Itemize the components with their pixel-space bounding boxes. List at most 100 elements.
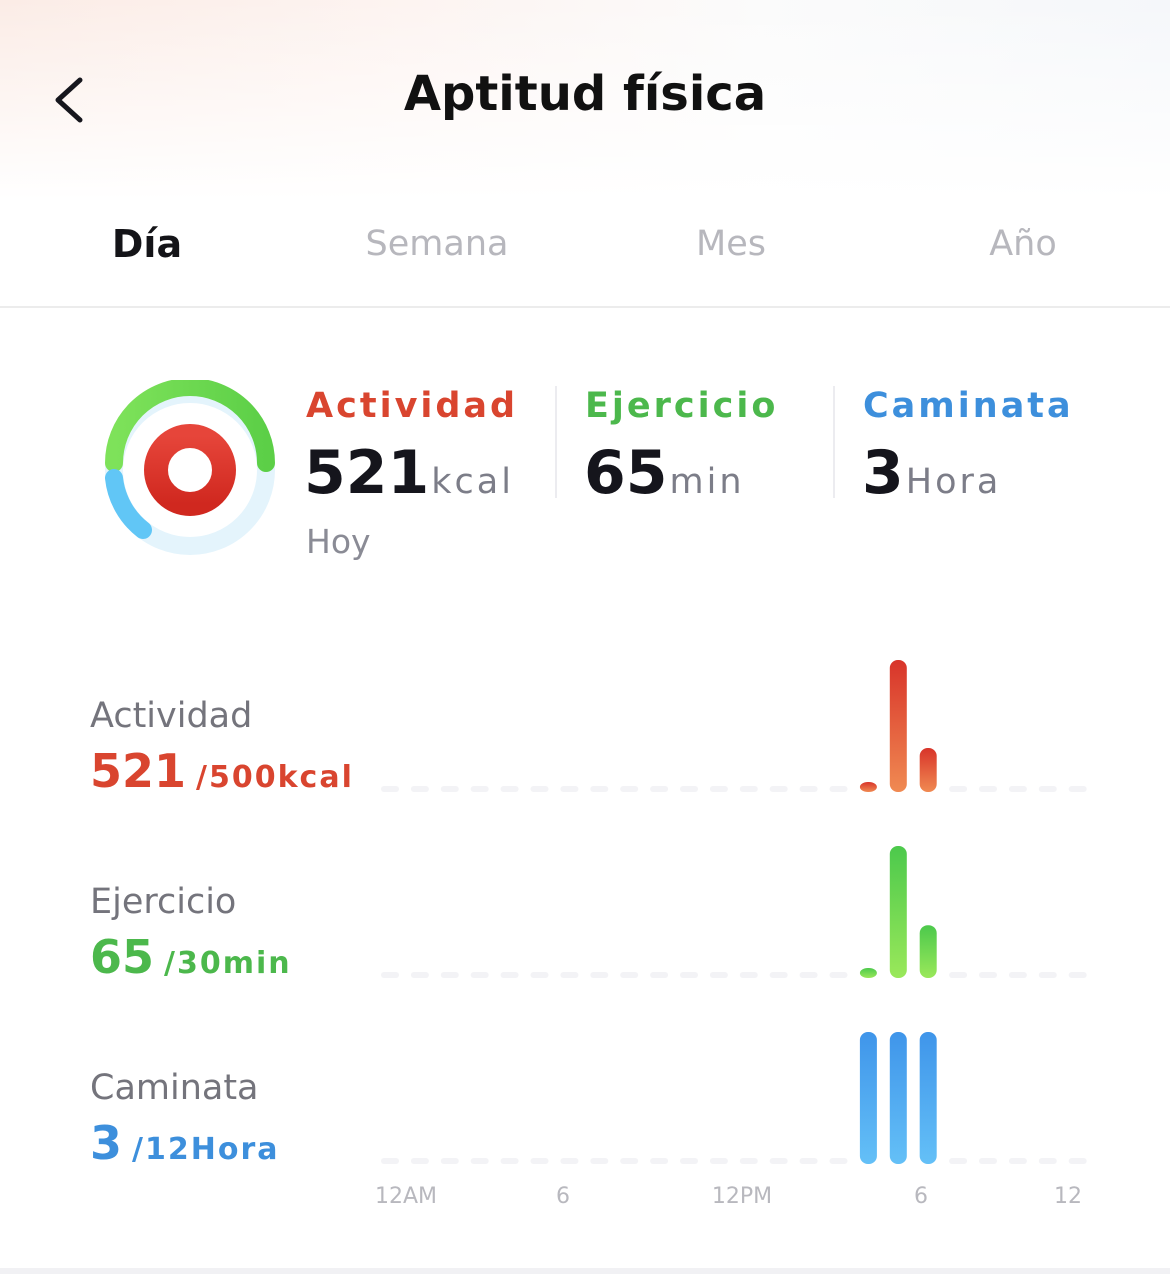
chart-empty-slot bbox=[979, 1158, 997, 1164]
chart-empty-slot bbox=[500, 1158, 519, 1164]
chart-bar bbox=[889, 1032, 907, 1164]
chart-empty-slot bbox=[410, 786, 429, 792]
x-tick-label: 12 bbox=[1054, 1184, 1082, 1209]
chart-empty-slot bbox=[500, 972, 519, 978]
activity-rings-icon bbox=[100, 378, 280, 560]
chart-empty-slot bbox=[620, 972, 639, 978]
chart-empty-slot bbox=[709, 1158, 728, 1164]
walk-row-number: 3 bbox=[90, 1116, 123, 1170]
chart-empty-slot bbox=[949, 1158, 968, 1164]
walk-number: 3 bbox=[862, 438, 904, 508]
walk-hourly-chart bbox=[381, 1032, 1087, 1164]
tab-day[interactable]: Día bbox=[111, 222, 183, 266]
chart-bar bbox=[919, 1032, 937, 1164]
chevron-left-icon bbox=[55, 77, 83, 123]
chart-empty-slot bbox=[1008, 786, 1027, 792]
exercise-row-value: 65/30min bbox=[90, 930, 292, 984]
chart-empty-slot bbox=[381, 1158, 399, 1164]
chart-empty-slot bbox=[530, 1158, 549, 1164]
chart-empty-slot bbox=[739, 786, 758, 792]
chart-empty-slot bbox=[470, 972, 489, 978]
chart-empty-slot bbox=[680, 1158, 698, 1164]
chart-empty-slot bbox=[739, 972, 758, 978]
chart-bar bbox=[859, 968, 877, 978]
chart-empty-slot bbox=[650, 786, 669, 792]
activity-hourly-chart bbox=[381, 660, 1087, 792]
chart-empty-slot bbox=[680, 972, 698, 978]
x-tick-label: 6 bbox=[914, 1184, 928, 1209]
chart-empty-slot bbox=[560, 972, 579, 978]
activity-row-goal: /500kcal bbox=[196, 760, 354, 795]
chart-empty-slot bbox=[799, 972, 818, 978]
chart-empty-slot bbox=[381, 972, 399, 978]
bottom-separator bbox=[0, 1268, 1170, 1274]
exercise-label: Ejercicio bbox=[585, 386, 779, 426]
chart-empty-slot bbox=[470, 786, 489, 792]
chart-empty-slot bbox=[1038, 972, 1057, 978]
chart-empty-slot bbox=[620, 1158, 639, 1164]
walk-unit: Hora bbox=[905, 462, 1002, 502]
chart-empty-slot bbox=[829, 786, 848, 792]
exercise-row-number: 65 bbox=[90, 930, 155, 984]
chart-empty-slot bbox=[530, 972, 549, 978]
x-tick-label: 12AM bbox=[374, 1184, 438, 1209]
x-tick-label: 12PM bbox=[711, 1184, 773, 1209]
chart-empty-slot bbox=[410, 972, 429, 978]
exercise-value: 65min bbox=[584, 438, 745, 508]
exercise-number: 65 bbox=[584, 438, 668, 508]
chart-bar bbox=[859, 1032, 877, 1164]
chart-empty-slot bbox=[709, 972, 728, 978]
chart-bar bbox=[919, 748, 937, 792]
chart-empty-slot bbox=[440, 1158, 459, 1164]
chart-empty-slot bbox=[650, 972, 669, 978]
chart-empty-slot bbox=[769, 972, 788, 978]
chart-empty-slot bbox=[1038, 1158, 1057, 1164]
activity-number: 521 bbox=[304, 438, 430, 508]
activity-value: 521kcal bbox=[304, 438, 514, 508]
chart-empty-slot bbox=[590, 972, 609, 978]
chart-empty-slot bbox=[769, 786, 788, 792]
chart-empty-slot bbox=[799, 786, 818, 792]
exercise-unit: min bbox=[669, 462, 745, 502]
chart-empty-slot bbox=[979, 972, 997, 978]
tab-month[interactable]: Mes bbox=[696, 224, 766, 264]
activity-row-value: 521/500kcal bbox=[90, 744, 354, 798]
chart-empty-slot bbox=[680, 786, 698, 792]
stat-divider bbox=[555, 386, 557, 498]
tab-week[interactable]: Semana bbox=[365, 224, 509, 264]
stat-divider bbox=[833, 386, 835, 498]
activity-row-number: 521 bbox=[90, 744, 187, 798]
chart-empty-slot bbox=[1068, 1158, 1087, 1164]
chart-empty-slot bbox=[440, 786, 459, 792]
chart-empty-slot bbox=[709, 786, 728, 792]
chart-empty-slot bbox=[560, 786, 579, 792]
back-button[interactable] bbox=[44, 68, 104, 132]
walk-value: 3Hora bbox=[862, 438, 1001, 508]
period-caption: Hoy bbox=[306, 522, 371, 561]
page-title: Aptitud física bbox=[403, 66, 767, 122]
chart-empty-slot bbox=[620, 786, 639, 792]
activity-label: Actividad bbox=[306, 386, 519, 426]
chart-empty-slot bbox=[440, 972, 459, 978]
chart-empty-slot bbox=[1008, 1158, 1027, 1164]
chart-empty-slot bbox=[560, 1158, 579, 1164]
chart-empty-slot bbox=[979, 786, 997, 792]
exercise-hourly-chart bbox=[381, 846, 1087, 978]
exercise-row-label: Ejercicio bbox=[90, 882, 237, 922]
chart-empty-slot bbox=[381, 786, 399, 792]
tab-year[interactable]: Año bbox=[989, 224, 1057, 264]
chart-empty-slot bbox=[590, 1158, 609, 1164]
exercise-row-goal: /30min bbox=[164, 946, 292, 981]
activity-unit: kcal bbox=[431, 462, 514, 502]
chart-empty-slot bbox=[829, 1158, 848, 1164]
period-tabs: Día Semana Mes Año bbox=[0, 200, 1170, 308]
chart-empty-slot bbox=[949, 786, 968, 792]
chart-bar bbox=[859, 782, 877, 792]
header-background bbox=[0, 0, 1170, 200]
chart-empty-slot bbox=[470, 1158, 489, 1164]
activity-row-label: Actividad bbox=[90, 696, 253, 736]
x-tick-label: 6 bbox=[556, 1184, 570, 1209]
chart-empty-slot bbox=[769, 1158, 788, 1164]
chart-empty-slot bbox=[530, 786, 549, 792]
chart-bar bbox=[889, 846, 907, 978]
